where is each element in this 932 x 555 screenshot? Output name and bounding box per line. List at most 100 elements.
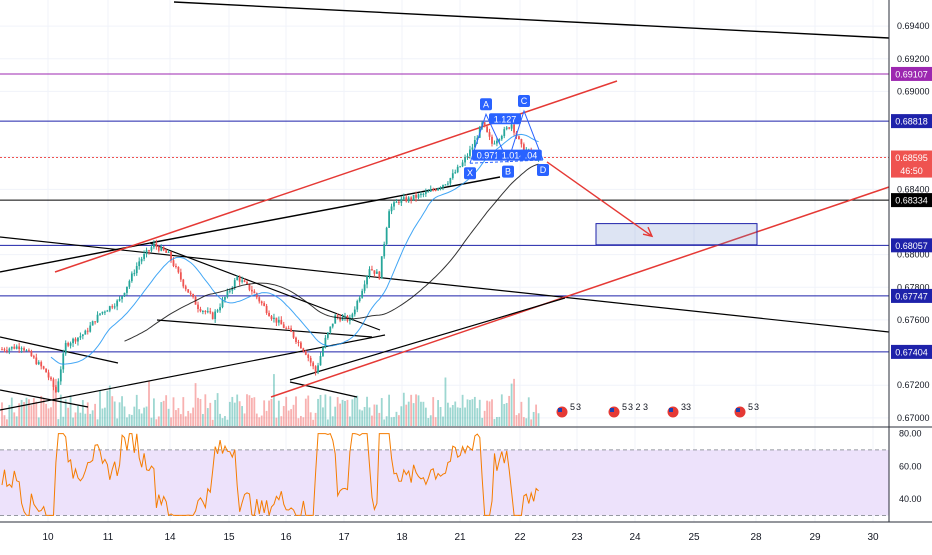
volume-bar [206,408,209,426]
volume-bar [373,404,376,426]
volume-bar [447,402,449,426]
volume-bar [444,377,447,426]
candle-body [383,243,386,257]
pattern-ratio-badge [520,149,542,161]
volume-bar [503,403,506,426]
volume-bar [13,412,16,426]
volume-bar [402,392,405,426]
volume-bar [265,410,268,426]
candle-body [380,256,383,279]
candle-body [500,136,503,140]
volume-bar [177,408,180,426]
volume-bar [211,419,214,426]
volume-bar [214,399,217,426]
candle-body [233,280,236,288]
volume-bar [400,406,403,426]
volume-bar [167,408,170,426]
volume-bar [128,414,131,426]
candle-body [111,306,114,308]
candle-body [378,271,381,279]
volume-bar [388,394,390,426]
event-extra: 3 2 3 [628,402,648,412]
candle-body [1,349,3,351]
candle-body [341,317,344,321]
candle-body [206,311,209,313]
candle-body [113,306,116,308]
volume-bar [297,418,300,426]
overlays-layer: X A B C D 1.127 0.971 1.014.04 [50,94,758,365]
volume-bar [510,383,513,426]
candle-body [361,290,364,298]
candle-body [336,315,339,318]
candle-body [290,328,292,332]
volume-bar [361,410,364,426]
volume-bar [415,394,417,426]
volume-bar [162,400,165,426]
target-zone [595,223,758,246]
candle-body [451,173,454,179]
volume-bar [500,394,503,426]
volume-bar [86,402,89,426]
candle-body [280,319,283,325]
price-tick-label: 0.68000 [897,250,930,260]
volume-bar [111,396,114,426]
price-tick-label: 0.67000 [897,413,930,423]
candle-body [221,299,224,308]
volume-bar [292,404,295,426]
volume-bar [59,394,62,426]
volume-bar [341,399,344,426]
volume-bar [420,401,422,426]
volume-bar [179,414,182,426]
event-marker[interactable]: 33 [666,402,691,419]
candle-body [45,368,47,373]
volume-bar [442,416,444,426]
volume-bar [18,403,21,426]
event-count: 33 [681,402,691,412]
candle-body [28,350,30,352]
volume-bar [106,390,109,426]
candle-body [491,136,493,144]
candle-body [160,246,163,251]
candle-body [59,369,62,382]
projection-arrow-line [546,161,653,237]
candle-body [412,194,415,200]
volume-bar [172,397,175,426]
candle-body [121,296,123,300]
candle-body [74,338,77,342]
candle-body [339,317,341,321]
volume-bar [481,417,484,426]
volume-bar [20,399,23,426]
volume-bar [268,400,270,426]
candle-body [162,246,165,251]
candle-body [331,323,334,327]
volume-bar [380,398,383,426]
candle-body [510,124,513,129]
volume-bar [353,396,356,426]
time-tick-label: 11 [103,532,114,543]
candle-body [326,332,329,338]
volume-bar [473,396,476,426]
candle-body [270,316,273,319]
volume-bar [483,410,486,426]
volume-bar [469,399,471,426]
pattern-point-badge [502,165,514,178]
candle-body [258,297,261,302]
volume-bar [47,408,50,426]
candle-body [297,342,300,344]
candle-body [366,276,368,285]
volume-bar [45,403,47,426]
candle-body [351,314,354,318]
candle-body [30,351,33,357]
candle-body [363,284,366,291]
candle-body [493,143,496,145]
candle-body [81,334,84,337]
pattern-point-badge [518,94,530,107]
candle-body [52,379,55,387]
pattern-point-label: D [540,165,547,175]
